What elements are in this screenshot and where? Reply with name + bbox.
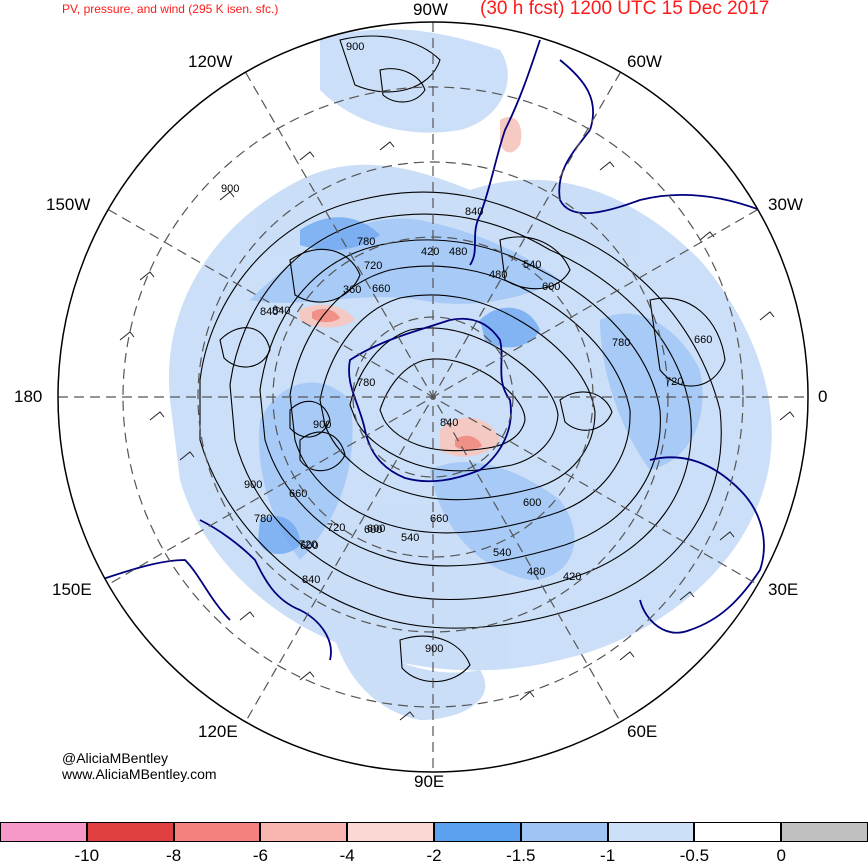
colorbar-cell <box>173 822 261 842</box>
coastlines <box>99 39 765 661</box>
colorbar-cell <box>694 822 782 842</box>
contour-label: 900 <box>221 183 239 195</box>
contour-label: 900 <box>313 419 331 431</box>
contour-label: 360 <box>343 284 361 296</box>
colorbar-tick-label: 0 <box>776 846 786 865</box>
contour-label: 780 <box>357 236 375 248</box>
contour-label: 780 <box>612 337 630 349</box>
colorbar-cell <box>347 822 434 842</box>
contour-label: 480 <box>489 269 507 281</box>
contour-label: 840 <box>465 206 483 218</box>
contour-label: 780 <box>254 513 272 525</box>
colorbar-tick-label: -4 <box>339 846 355 865</box>
pv-fill-mid <box>250 218 703 580</box>
contour-label: 720 <box>299 539 317 551</box>
colorbar-cell <box>607 822 695 842</box>
colorbar-cell <box>260 822 348 842</box>
colorbar-tick-label: -6 <box>252 846 268 865</box>
colorbar-cell <box>0 822 87 842</box>
credit-website: www.AliciaMBentley.com <box>62 766 217 782</box>
colorbar-tick-label: -2 <box>426 846 442 865</box>
lon-label-90e: 90E <box>414 772 445 791</box>
pv-fill-blue <box>258 217 540 555</box>
colorbar-cell <box>86 822 174 842</box>
colorbar-tick-label: -10 <box>74 846 100 865</box>
lon-label-60w: 60W <box>627 52 662 71</box>
contour-label: 840 <box>260 306 278 318</box>
lon-label-180: 180 <box>14 387 43 406</box>
map-boundary <box>57 21 809 773</box>
contour-label: 840 <box>302 574 320 586</box>
contour-label: 720 <box>665 376 683 388</box>
map-subtitle: PV, pressure, and wind (295 K isen. sfc.… <box>62 2 279 16</box>
contour-label: 660 <box>289 488 307 500</box>
contour-label: 900 <box>425 643 443 655</box>
contour-label: 780 <box>357 377 375 389</box>
contour-label: 840 <box>440 417 458 429</box>
lon-label-90w: 90W <box>413 0 448 19</box>
contour-label: 600 <box>523 497 541 509</box>
contour-label: 540 <box>523 259 541 271</box>
colorbar-cell <box>433 822 521 842</box>
contour-label: 480 <box>449 246 467 258</box>
meridians <box>58 22 808 772</box>
contour-label: 840 <box>272 305 290 317</box>
credit-twitter: @AliciaMBentley <box>62 750 169 766</box>
colorbar-tick-label: -0.5 <box>679 846 710 865</box>
colorbar-tick-label: -8 <box>166 846 182 865</box>
contour-label: 900 <box>346 41 364 53</box>
contour-label: 420 <box>563 571 581 583</box>
contour-label: 660 <box>430 513 448 525</box>
contour-label: 600 <box>364 524 382 536</box>
lon-label-120e: 120E <box>198 722 238 741</box>
pressure-contours <box>199 35 726 683</box>
contour-label: 480 <box>527 566 545 578</box>
lon-label-150e: 150E <box>52 580 92 599</box>
contour-label: 600 <box>542 281 560 293</box>
colorbar-tick-label: -1.5 <box>506 846 536 865</box>
lon-label-120w: 120W <box>188 52 233 71</box>
map-title: (30 h fcst) 1200 UTC 15 Dec 2017 <box>480 0 770 19</box>
colorbar-cell <box>520 822 608 842</box>
lon-label-150w: 150W <box>46 195 91 214</box>
lon-label-30e: 30E <box>768 580 799 599</box>
lon-label-60e: 60E <box>627 722 658 741</box>
lon-label-0: 0 <box>818 387 828 406</box>
contour-label: 540 <box>401 532 419 544</box>
contour-label: 660 <box>694 334 712 346</box>
contour-label: 600 <box>300 540 318 552</box>
contour-label: 900 <box>244 479 262 491</box>
lon-label-30w: 30W <box>768 195 803 214</box>
contour-label: 420 <box>421 246 439 258</box>
contour-label: 660 <box>372 283 390 295</box>
colorbar-tick-label: -1 <box>600 846 616 865</box>
contour-label: 540 <box>493 547 511 559</box>
colorbar-cell <box>781 822 868 842</box>
pv-colorbar <box>0 822 868 842</box>
contour-label: 720 <box>327 522 345 534</box>
contour-label: 720 <box>364 260 382 272</box>
contour-label: 600 <box>367 523 385 535</box>
